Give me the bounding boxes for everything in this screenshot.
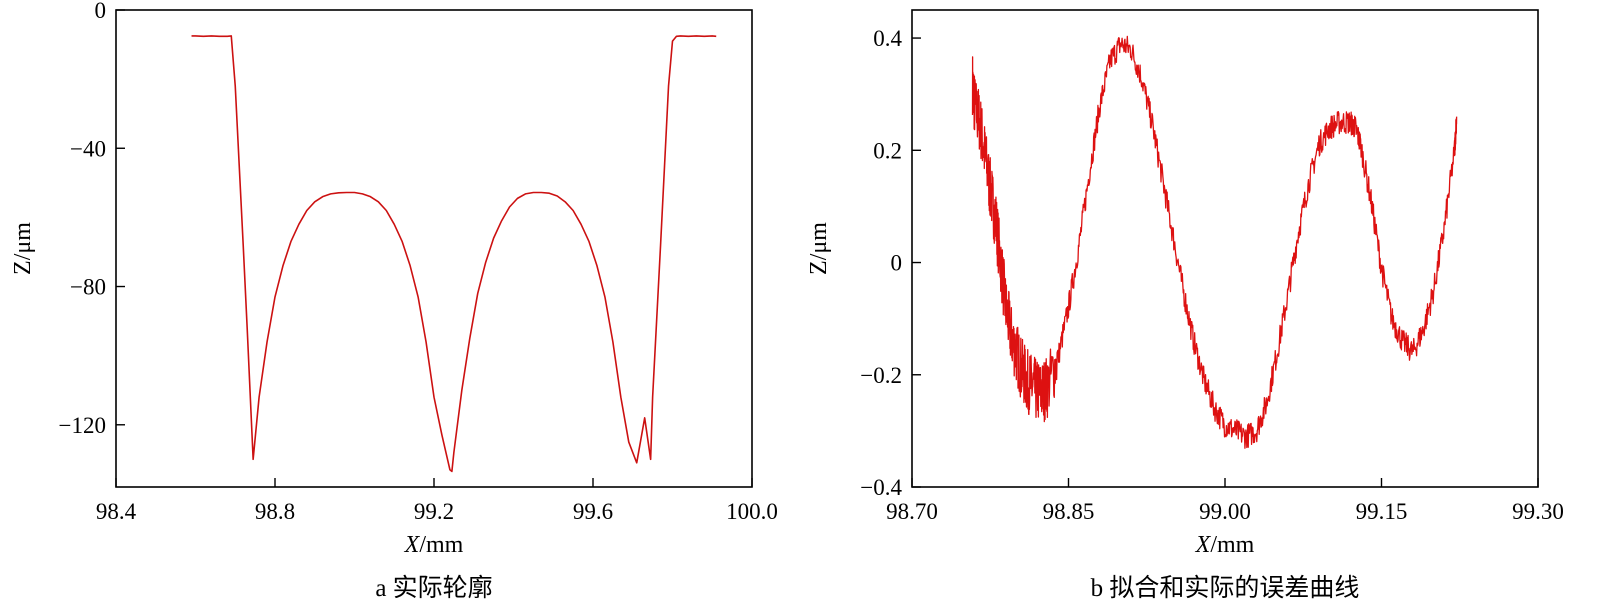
chart-b-x-tick-label: 98.85 — [1043, 499, 1095, 524]
chart-b-y-tick-label: 0.2 — [873, 138, 902, 163]
chart-b-y-tick-label: −0.2 — [860, 363, 902, 388]
chart-a-x-tick-label: 99.2 — [414, 499, 454, 524]
chart-a-y-tick-label: −40 — [70, 136, 106, 161]
chart-b-series-line — [971, 35, 1458, 449]
chart-a-x-tick-label: 99.6 — [573, 499, 613, 524]
chart-a-y-axis-title: Z/μm — [10, 222, 36, 275]
chart-b-x-tick-label: 99.30 — [1512, 499, 1564, 524]
chart-b-y-tick-label: −0.4 — [860, 475, 902, 500]
chart-a-x-axis-title: X/mm — [404, 532, 464, 558]
chart-b-caption: b 拟合和实际的误差曲线 — [1091, 574, 1360, 602]
chart-b-x-tick-label: 99.15 — [1356, 499, 1408, 524]
chart-a-y-tick-label: −80 — [70, 275, 106, 300]
chart-a-x-tick-label: 98.8 — [255, 499, 295, 524]
chart-a-actual-profile: 98.4 98.8 99.2 99.6 100.0 0 −40 −80 −120 X/mm Z/μm… — [10, 0, 778, 602]
chart-b-x-tick-label: 99.00 — [1199, 499, 1251, 524]
chart-a-x-tick-label: 98.4 — [96, 499, 137, 524]
chart-a-plot-frame — [115, 9, 753, 488]
chart-a-y-tick-label: −120 — [59, 413, 106, 438]
chart-b-y-tick-label: 0.4 — [873, 26, 902, 51]
chart-b-x-axis-title: X/mm — [1195, 532, 1255, 558]
chart-a-caption: a 实际轮廓 — [375, 574, 492, 602]
chart-a-x-tick-label: 100.0 — [726, 499, 778, 524]
chart-b-y-tick-label: 0 — [891, 251, 903, 276]
chart-a-series-line — [191, 35, 717, 473]
chart-b-x-tick-label: 98.70 — [886, 499, 938, 524]
chart-b-plot-frame — [911, 9, 1539, 488]
chart-b-y-axis-title: Z/μm — [806, 222, 832, 275]
chart-b-error-curve: 98.70 98.85 99.00 99.15 99.30 0.4 0.2 0 −0.2 −0.4… — [806, 9, 1564, 602]
chart-a-y-tick-label: 0 — [95, 0, 107, 23]
